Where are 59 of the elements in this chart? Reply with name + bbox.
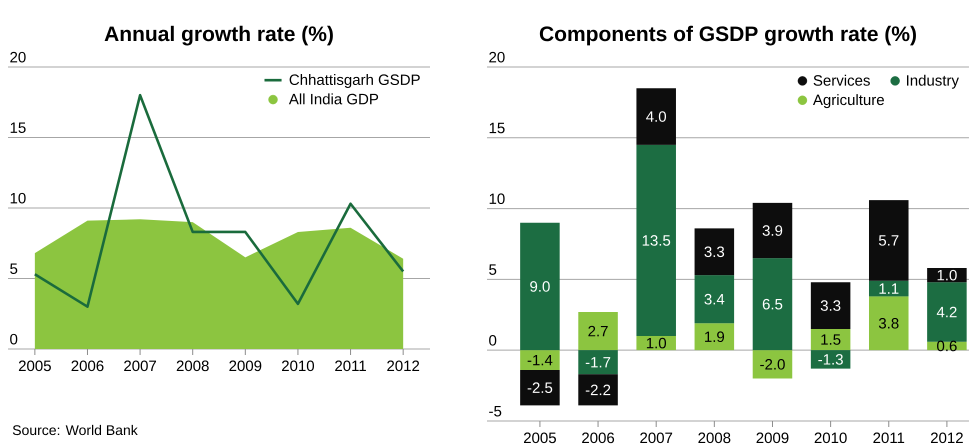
y-tick-label: 10 [10, 192, 26, 204]
x-tick-label: 2006 [582, 432, 614, 444]
legend-label: All India GDP [288, 93, 378, 104]
y-tick-label: 20 [10, 52, 26, 62]
x-tick-label: 2007 [640, 432, 672, 444]
data-label: 1.1 [879, 283, 898, 294]
data-label: 5.7 [878, 235, 898, 246]
data-label: 4.2 [936, 306, 957, 318]
y-tick-label: 0 [489, 335, 496, 346]
data-label: 3.9 [762, 225, 782, 236]
data-label: 4.0 [646, 111, 666, 122]
y-tick-label: 5 [10, 263, 18, 274]
data-label: 3.3 [820, 300, 840, 311]
data-label: -2.0 [760, 359, 785, 370]
y-tick-label: 15 [10, 122, 26, 133]
chart-title: Components of GSDP growth rate (%) [540, 26, 916, 46]
legend-label: Chhattisgarh GSDP [290, 74, 420, 88]
x-tick-label: 2012 [387, 360, 420, 372]
x-tick-label: 2007 [124, 360, 156, 372]
x-tick-label: 2005 [524, 432, 556, 444]
x-tick-label: 2009 [756, 432, 788, 444]
data-label: 1.9 [705, 331, 724, 342]
data-label: -2.5 [528, 382, 552, 394]
data-label: -1.4 [528, 354, 552, 366]
x-tick-label: 2006 [72, 360, 104, 372]
data-label: -1.3 [818, 354, 843, 365]
data-label: 0.6 [937, 340, 957, 352]
data-label: 9.0 [530, 281, 550, 292]
x-tick-label: 2009 [229, 360, 262, 372]
x-tick-label: 2011 [873, 432, 904, 444]
y-tick-label: 15 [490, 122, 505, 134]
data-label: 1.0 [646, 338, 666, 348]
y-tick-label: 20 [489, 52, 505, 62]
x-tick-label: 2010 [814, 432, 847, 444]
x-tick-label: 2008 [698, 432, 730, 444]
data-label: 6.5 [762, 298, 782, 310]
x-tick-label: 2011 [335, 360, 366, 372]
data-label: 3.3 [704, 246, 724, 258]
x-tick-label: 2010 [282, 360, 314, 372]
data-label: -2.2 [586, 384, 610, 396]
data-label: 13.5 [642, 235, 670, 246]
data-label: 1.5 [821, 334, 840, 345]
data-label: 2.7 [588, 326, 608, 336]
y-tick-label: 10 [490, 193, 505, 204]
source-note: Source: World Bank [12, 424, 138, 436]
legend-label: Industry [907, 74, 959, 89]
y-tick-label: -5 [489, 406, 502, 416]
data-label: 3.4 [704, 294, 724, 305]
data-label: -1.7 [586, 357, 610, 368]
legend-label: Services [814, 74, 870, 86]
y-tick-label: 0 [10, 334, 18, 344]
x-tick-label: 2005 [18, 360, 51, 372]
data-label: 1.0 [938, 270, 957, 280]
y-tick-label: 5 [489, 264, 496, 275]
legend-label: Agriculture [812, 94, 884, 108]
x-tick-label: 2012 [930, 432, 963, 444]
x-tick-label: 2008 [176, 360, 209, 372]
data-label: 3.8 [878, 318, 899, 329]
chart-title: Annual growth rate (%) [104, 26, 333, 46]
